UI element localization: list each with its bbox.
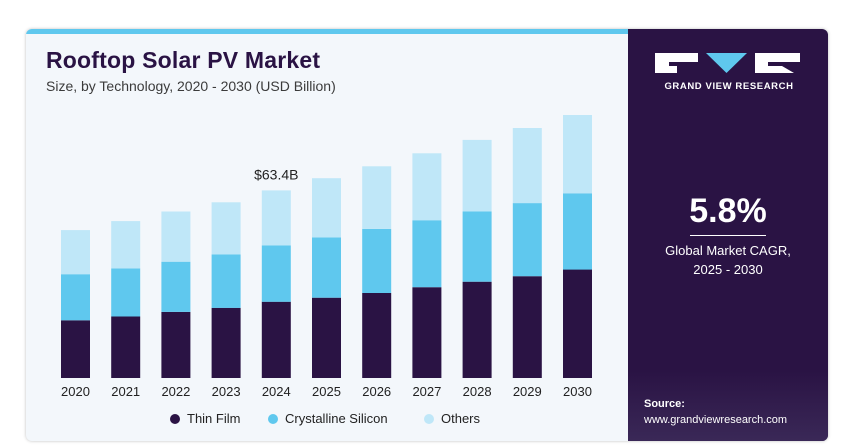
panel-gradient xyxy=(628,371,828,441)
source-link[interactable]: www.grandviewresearch.com xyxy=(644,414,788,426)
bar-thin-film-2024 xyxy=(261,301,291,378)
bar-thin-film-2027 xyxy=(412,287,442,378)
bar-others-2028 xyxy=(462,139,492,212)
x-tick-label-2025: 2025 xyxy=(312,384,341,399)
bar-others-2029 xyxy=(512,128,542,204)
bar-thin-film-2025 xyxy=(312,297,341,378)
bar-crystalline-silicon-2027 xyxy=(412,220,442,288)
grand-view-research-logo: GRAND VIEW RESEARCH xyxy=(654,53,804,95)
logo-text: GRAND VIEW RESEARCH xyxy=(664,81,794,92)
x-tick-label-2030: 2030 xyxy=(563,384,592,399)
bar-others-2026 xyxy=(362,166,392,229)
cagr-value: 5.8% xyxy=(689,192,767,230)
x-tick-label-2026: 2026 xyxy=(362,384,391,399)
bar-thin-film-2021 xyxy=(111,316,141,378)
chart-panel: Rooftop Solar PV Market Size, by Technol… xyxy=(26,29,628,441)
source-label: Source: xyxy=(644,398,685,410)
bar-crystalline-silicon-2024 xyxy=(261,245,291,302)
bar-thin-film-2030 xyxy=(563,269,592,378)
bar-others-2025 xyxy=(312,178,341,238)
legend-label-thin-film: Thin Film xyxy=(187,411,241,426)
bar-crystalline-silicon-2023 xyxy=(211,254,241,308)
legend: Thin Film Crystalline Silicon Others xyxy=(26,411,628,431)
legend-item-crystalline-silicon: Crystalline Silicon xyxy=(268,411,388,426)
chart-title: Rooftop Solar PV Market xyxy=(46,47,321,73)
legend-label-others: Others xyxy=(441,411,481,426)
bar-crystalline-silicon-2026 xyxy=(362,228,392,293)
bar-thin-film-2029 xyxy=(512,276,542,378)
summary-panel: GRAND VIEW RESEARCH 5.8% Global Market C… xyxy=(628,29,828,441)
bar-thin-film-2020 xyxy=(61,320,90,378)
legend-swatch-others xyxy=(424,413,434,424)
x-tick-label-2020: 2020 xyxy=(61,384,90,399)
bar-thin-film-2023 xyxy=(211,307,241,378)
bar-others-2020 xyxy=(61,230,90,275)
cagr-label-line-1: Global Market CAGR, xyxy=(665,243,791,258)
x-tick-label-2021: 2021 xyxy=(111,384,140,399)
bar-crystalline-silicon-2020 xyxy=(61,274,90,321)
legend-swatch-thin-film xyxy=(170,413,180,424)
bar-others-2021 xyxy=(111,221,141,269)
bar-crystalline-silicon-2021 xyxy=(111,268,141,317)
cagr-label: Global Market CAGR, 2025 - 2030 xyxy=(628,241,828,279)
x-tick-label-2022: 2022 xyxy=(161,384,190,399)
cagr-divider xyxy=(690,235,766,236)
x-tick-label-2028: 2028 xyxy=(463,384,492,399)
value-callout-2024: $63.4B xyxy=(254,166,298,182)
cagr-label-line-2: 2025 - 2030 xyxy=(693,262,763,277)
bar-others-2023 xyxy=(211,202,241,255)
bar-crystalline-silicon-2025 xyxy=(312,237,341,298)
x-tick-label-2024: 2024 xyxy=(262,384,291,399)
x-tick-label-2029: 2029 xyxy=(513,384,542,399)
chart-subtitle: Size, by Technology, 2020 - 2030 (USD Bi… xyxy=(46,78,336,94)
bar-others-2022 xyxy=(161,211,191,262)
accent-bar xyxy=(26,29,628,34)
bar-crystalline-silicon-2022 xyxy=(161,261,191,312)
legend-item-others: Others xyxy=(424,411,480,426)
bar-others-2027 xyxy=(412,153,442,221)
x-tick-label-2027: 2027 xyxy=(412,384,441,399)
bar-crystalline-silicon-2028 xyxy=(462,211,492,282)
bar-thin-film-2028 xyxy=(462,281,492,378)
bar-crystalline-silicon-2030 xyxy=(563,193,592,270)
infographic-card: Rooftop Solar PV Market Size, by Technol… xyxy=(26,29,828,441)
x-tick-label-2023: 2023 xyxy=(212,384,241,399)
legend-item-thin-film: Thin Film xyxy=(170,411,240,426)
bar-crystalline-silicon-2029 xyxy=(512,203,542,277)
stacked-bar-chart: 2020 2021 2022 2023 2024 $63.4B 2025 2026 2027 20… xyxy=(61,115,592,399)
bar-thin-film-2022 xyxy=(161,311,191,378)
bar-others-2030 xyxy=(563,115,592,194)
legend-swatch-crystalline-silicon xyxy=(268,413,278,424)
bar-thin-film-2026 xyxy=(362,293,392,378)
gvr-logo-mark-icon xyxy=(655,53,800,73)
legend-label-crystalline-silicon: Crystalline Silicon xyxy=(285,411,388,426)
bar-others-2024 xyxy=(261,190,291,246)
